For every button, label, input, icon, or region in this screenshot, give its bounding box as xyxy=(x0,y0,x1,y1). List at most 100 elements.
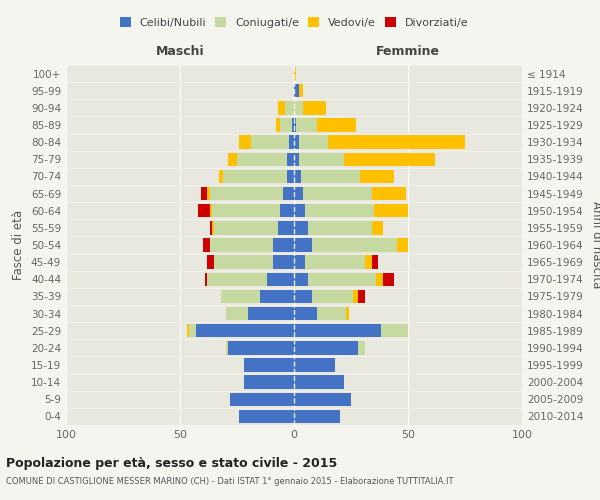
Bar xyxy=(296,118,317,132)
Bar xyxy=(208,187,209,200)
Bar xyxy=(278,221,294,234)
Bar xyxy=(317,118,356,132)
Bar xyxy=(294,410,340,423)
Bar xyxy=(214,221,278,234)
Bar xyxy=(287,170,294,183)
Bar xyxy=(200,187,208,200)
Bar xyxy=(371,187,406,200)
Bar xyxy=(287,152,294,166)
Text: Popolazione per età, sesso e stato civile - 2015: Popolazione per età, sesso e stato civil… xyxy=(6,458,337,470)
Bar xyxy=(294,272,308,286)
Bar xyxy=(244,358,294,372)
Bar xyxy=(312,238,397,252)
Bar xyxy=(260,290,294,303)
Bar xyxy=(196,324,294,338)
Bar xyxy=(294,118,296,132)
Bar xyxy=(244,376,294,389)
Bar xyxy=(308,272,376,286)
Bar xyxy=(294,101,303,114)
Bar xyxy=(276,118,280,132)
Legend: Celibi/Nubili, Coniugati/e, Vedovi/e, Divorziati/e: Celibi/Nubili, Coniugati/e, Vedovi/e, Di… xyxy=(115,13,473,32)
Y-axis label: Fasce di età: Fasce di età xyxy=(13,210,25,280)
Bar xyxy=(209,204,212,218)
Bar xyxy=(266,272,294,286)
Bar xyxy=(299,152,344,166)
Bar xyxy=(371,221,383,234)
Bar xyxy=(280,204,294,218)
Bar xyxy=(219,170,223,183)
Bar xyxy=(301,170,360,183)
Bar xyxy=(360,170,394,183)
Bar xyxy=(228,341,294,354)
Bar xyxy=(294,341,358,354)
Bar xyxy=(344,152,436,166)
Bar xyxy=(308,221,371,234)
Bar xyxy=(303,187,371,200)
Bar xyxy=(187,324,189,338)
Bar xyxy=(274,256,294,269)
Bar xyxy=(209,187,283,200)
Bar xyxy=(205,272,208,286)
Bar xyxy=(294,84,299,98)
Bar xyxy=(305,256,365,269)
Bar xyxy=(294,324,380,338)
Bar xyxy=(358,290,365,303)
Y-axis label: Anni di nascita: Anni di nascita xyxy=(590,202,600,288)
Bar xyxy=(223,170,287,183)
Bar xyxy=(294,152,299,166)
Bar xyxy=(294,290,312,303)
Bar xyxy=(203,238,209,252)
Bar xyxy=(383,272,394,286)
Bar xyxy=(294,204,305,218)
Text: COMUNE DI CASTIGLIONE MESSER MARINO (CH) - Dati ISTAT 1° gennaio 2015 - Elaboraz: COMUNE DI CASTIGLIONE MESSER MARINO (CH)… xyxy=(6,478,454,486)
Bar xyxy=(397,238,408,252)
Bar xyxy=(280,118,292,132)
Bar xyxy=(380,324,408,338)
Bar xyxy=(239,136,251,149)
Bar xyxy=(294,307,317,320)
Bar xyxy=(294,238,312,252)
Bar xyxy=(358,341,365,354)
Bar xyxy=(289,136,294,149)
Bar xyxy=(237,152,287,166)
Bar xyxy=(221,290,260,303)
Bar xyxy=(239,410,294,423)
Bar xyxy=(303,101,326,114)
Bar xyxy=(251,136,289,149)
Bar xyxy=(292,118,294,132)
Bar xyxy=(294,376,344,389)
Text: Femmine: Femmine xyxy=(376,45,440,58)
Bar xyxy=(294,187,303,200)
Bar xyxy=(294,67,296,80)
Text: Maschi: Maschi xyxy=(155,45,205,58)
Bar xyxy=(209,238,274,252)
Bar xyxy=(294,136,299,149)
Bar xyxy=(228,152,237,166)
Bar xyxy=(278,101,285,114)
Bar xyxy=(214,256,274,269)
Bar xyxy=(294,256,305,269)
Bar xyxy=(212,204,280,218)
Bar xyxy=(208,256,214,269)
Bar xyxy=(374,204,408,218)
Bar xyxy=(376,272,383,286)
Bar xyxy=(226,341,228,354)
Bar xyxy=(285,101,294,114)
Bar xyxy=(283,187,294,200)
Bar xyxy=(294,358,335,372)
Bar xyxy=(209,221,212,234)
Bar xyxy=(189,324,196,338)
Bar xyxy=(294,170,301,183)
Bar xyxy=(294,221,308,234)
Bar xyxy=(274,238,294,252)
Bar xyxy=(226,307,248,320)
Bar xyxy=(305,204,374,218)
Bar xyxy=(346,307,349,320)
Bar xyxy=(212,221,214,234)
Bar xyxy=(317,307,346,320)
Bar xyxy=(365,256,371,269)
Bar xyxy=(353,290,358,303)
Bar xyxy=(208,272,266,286)
Bar xyxy=(299,136,328,149)
Bar xyxy=(198,204,209,218)
